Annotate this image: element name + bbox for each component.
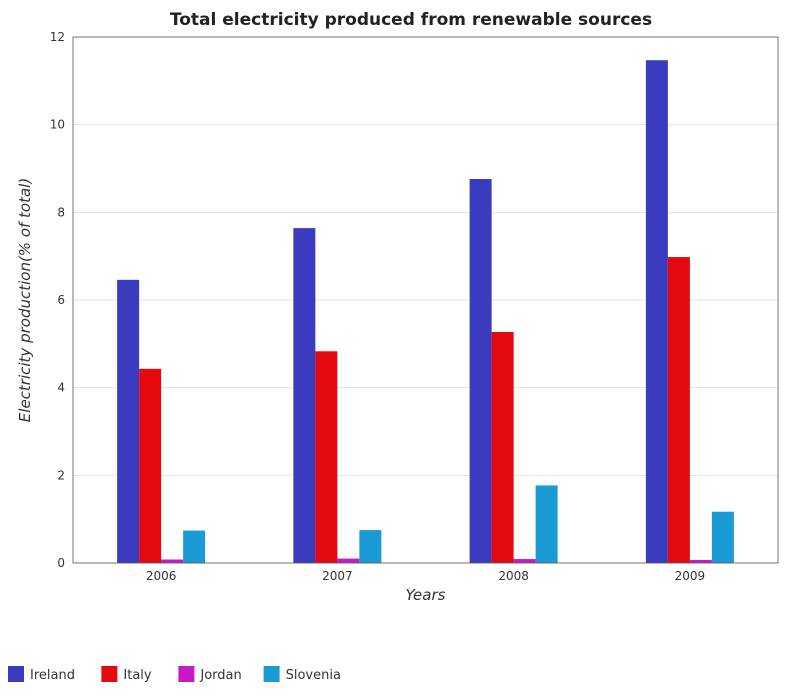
x-tick-labels: 2006 2007 2008 2009 (146, 569, 705, 583)
legend-label-slovenia: Slovenia (286, 668, 341, 683)
plot-frame (72, 36, 779, 564)
bar-italy-2007 (315, 351, 338, 563)
legend-swatch-jordan (178, 666, 195, 682)
bar-ireland-2006 (117, 279, 140, 563)
bar-slovenia-2007 (359, 530, 382, 563)
x-tick-label: 2009 (675, 569, 706, 583)
legend-label-jordan: Jordan (199, 668, 241, 683)
y-tick-labels: 0 2 4 6 8 10 12 (50, 30, 65, 570)
bar-jordan-2007 (337, 558, 360, 563)
bar-slovenia-2009 (711, 511, 734, 563)
x-axis-label: Years (406, 586, 446, 604)
bars (117, 60, 734, 564)
y-tick-label: 12 (50, 30, 65, 44)
bar-slovenia-2006 (183, 530, 206, 563)
y-axis-label: Electricity production(% of total) (16, 178, 34, 422)
bar-slovenia-2008 (535, 485, 558, 563)
bar-ireland-2007 (293, 228, 316, 563)
bar-ireland-2009 (645, 60, 668, 564)
legend: Ireland Italy Jordan Slovenia (8, 666, 341, 683)
y-tick-label: 4 (57, 381, 65, 395)
bar-jordan-2008 (513, 559, 536, 563)
legend-swatch-slovenia (263, 666, 280, 682)
chart-title: Total electricity produced from renewabl… (170, 10, 652, 30)
x-tick-label: 2008 (498, 569, 529, 583)
legend-label-ireland: Ireland (30, 668, 75, 683)
bar-jordan-2009 (689, 559, 712, 563)
x-tick-label: 2006 (146, 569, 177, 583)
bar-italy-2006 (139, 368, 162, 563)
y-tick-label: 2 (57, 468, 65, 482)
bar-italy-2009 (667, 257, 690, 563)
x-tick-label: 2007 (322, 569, 353, 583)
legend-label-italy: Italy (123, 668, 152, 683)
y-tick-label: 8 (57, 205, 65, 219)
y-tick-label: 0 (57, 556, 65, 570)
bar-italy-2008 (491, 331, 514, 563)
bar-jordan-2006 (161, 559, 184, 563)
legend-swatch-ireland (8, 666, 24, 682)
y-tick-label: 6 (57, 293, 65, 307)
bar-ireland-2008 (469, 179, 492, 563)
legend-swatch-italy (101, 666, 118, 682)
y-tick-label: 10 (50, 118, 65, 132)
